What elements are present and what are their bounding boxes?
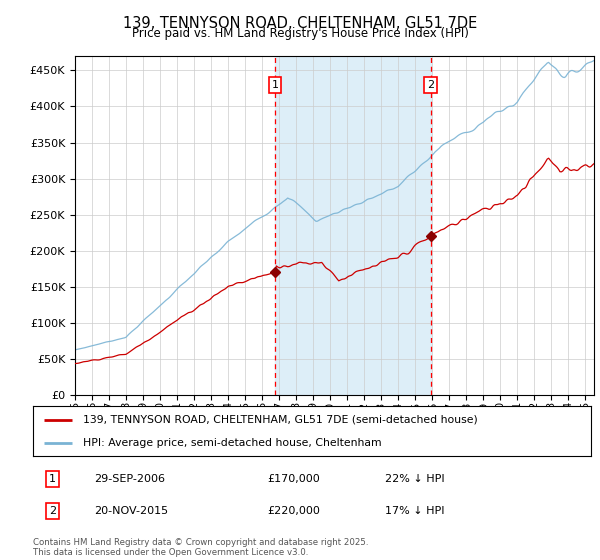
Text: 1: 1 bbox=[271, 80, 278, 90]
Text: 139, TENNYSON ROAD, CHELTENHAM, GL51 7DE (semi-detached house): 139, TENNYSON ROAD, CHELTENHAM, GL51 7DE… bbox=[83, 414, 478, 424]
Bar bbox=[275, 56, 431, 395]
Text: 20-NOV-2015: 20-NOV-2015 bbox=[94, 506, 169, 516]
Text: £170,000: £170,000 bbox=[268, 474, 320, 484]
Text: £220,000: £220,000 bbox=[268, 506, 320, 516]
Text: 1: 1 bbox=[49, 474, 56, 484]
Text: 29-SEP-2006: 29-SEP-2006 bbox=[94, 474, 166, 484]
Text: 17% ↓ HPI: 17% ↓ HPI bbox=[385, 506, 444, 516]
Text: 22% ↓ HPI: 22% ↓ HPI bbox=[385, 474, 444, 484]
Text: Contains HM Land Registry data © Crown copyright and database right 2025.
This d: Contains HM Land Registry data © Crown c… bbox=[33, 538, 368, 557]
Text: 2: 2 bbox=[427, 80, 434, 90]
Text: 139, TENNYSON ROAD, CHELTENHAM, GL51 7DE: 139, TENNYSON ROAD, CHELTENHAM, GL51 7DE bbox=[123, 16, 477, 31]
Text: 2: 2 bbox=[49, 506, 56, 516]
Text: Price paid vs. HM Land Registry's House Price Index (HPI): Price paid vs. HM Land Registry's House … bbox=[131, 27, 469, 40]
Text: HPI: Average price, semi-detached house, Cheltenham: HPI: Average price, semi-detached house,… bbox=[83, 438, 382, 448]
